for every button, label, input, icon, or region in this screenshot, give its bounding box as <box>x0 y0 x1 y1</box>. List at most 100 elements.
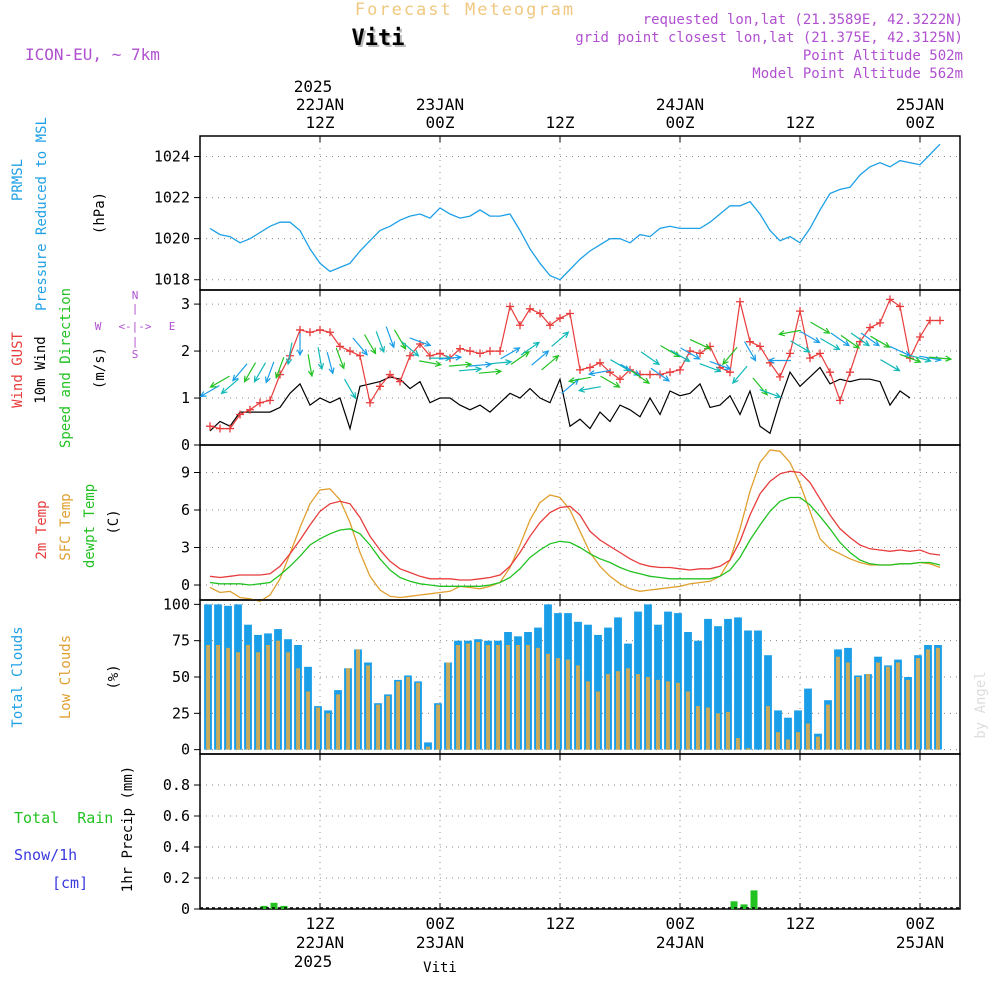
wind-direction-arrow <box>709 360 732 371</box>
low-cloud-bar <box>466 643 470 750</box>
total-clouds-label: Total Clouds <box>10 626 26 727</box>
top-date-label: 24JAN <box>656 95 704 114</box>
wind-direction-arrow <box>335 347 345 370</box>
total-rain-label: Total Rain <box>14 809 113 827</box>
low-cloud-bar <box>486 645 490 750</box>
low-cloud-bar <box>696 706 700 750</box>
gust-marker <box>406 351 414 360</box>
wind-direction-arrow <box>326 352 335 375</box>
gust-marker <box>866 323 874 332</box>
low-cloud-bar <box>526 645 530 750</box>
low-cloud-bar <box>566 659 570 750</box>
low-cloud-bar <box>266 645 270 750</box>
low-cloud-bar <box>306 691 310 750</box>
wind-direction-arrow <box>401 341 420 357</box>
temp-unit: (C) <box>106 509 122 534</box>
y-tick-label: 2 <box>181 342 190 360</box>
gust-marker <box>536 309 544 318</box>
snow-unit-label: [cm] <box>52 874 88 892</box>
wind-direction-arrow <box>352 337 368 356</box>
wind-direction-arrow <box>928 355 953 362</box>
low-cloud-bar <box>816 736 820 750</box>
wind-gust-label: Wind GUST <box>10 332 26 408</box>
gust-marker <box>696 349 704 358</box>
gust-marker <box>506 302 514 311</box>
temp-2m-label: 2m Temp <box>34 500 50 559</box>
gust-marker <box>496 347 504 356</box>
low-cloud-bar <box>356 649 360 750</box>
low-cloud-bar <box>296 668 300 750</box>
low-cloud-bar <box>536 647 540 750</box>
total-cloud-bar <box>664 611 672 750</box>
low-cloud-bar <box>326 713 330 750</box>
wind-direction-arrow <box>722 346 738 366</box>
bottom-hour-label: 12Z <box>546 914 575 933</box>
bottom-year-label: 2025 <box>294 952 333 971</box>
total-cloud-bar <box>754 630 762 750</box>
total-cloud-bar <box>744 630 752 750</box>
gust-marker <box>586 363 594 372</box>
y-tick-label: 1 <box>181 389 190 407</box>
wind-direction-arrow <box>393 329 407 350</box>
gust-marker <box>436 349 444 358</box>
low-cloud-bar <box>346 668 350 750</box>
wind-direction-arrow <box>630 370 651 385</box>
wind-direction-arrow <box>840 334 861 349</box>
clouds-panel: Total Clouds Low Clouds (%) 0 25 50 75 100 <box>10 595 961 759</box>
gust-marker <box>596 358 604 367</box>
wind-speed-line <box>209 366 911 435</box>
wind-unit: (m/s) <box>92 347 108 389</box>
model-name: ICON-EU, ~ 7km <box>25 45 160 64</box>
point-altitude: Point Altitude 502m <box>803 48 963 64</box>
low-cloud-bar <box>596 691 600 750</box>
rain-bar <box>740 904 748 909</box>
wind-direction-arrow <box>640 351 661 366</box>
low-cloud-bar <box>456 645 460 750</box>
y-tick-label: 0 <box>181 436 190 454</box>
low-cloud-bar <box>716 713 720 750</box>
compass-s: S <box>132 348 139 361</box>
low-cloud-bar <box>556 658 560 750</box>
gust-marker <box>736 297 744 306</box>
bottom-hour-label: 00Z <box>426 914 455 933</box>
total-cloud-bar <box>804 688 812 750</box>
wind-direction-arrow <box>777 329 801 337</box>
gust-marker <box>396 377 404 386</box>
low-cloud-bar <box>206 645 210 750</box>
low-cloud-bar <box>896 662 900 750</box>
compass-bottom-bar: | <box>132 335 139 348</box>
low-cloud-bar <box>916 658 920 750</box>
wind-direction-arrow <box>620 363 641 376</box>
compass-n: N <box>132 289 139 302</box>
low-cloud-bar <box>606 674 610 750</box>
low-cloud-bar <box>686 691 690 750</box>
wind-direction-arrow <box>468 361 493 368</box>
gust-marker <box>836 396 844 405</box>
model-altitude: Model Point Altitude 562m <box>752 66 963 82</box>
low-cloud-bar <box>766 706 770 750</box>
wind-direction-arrow <box>860 332 881 347</box>
top-hour-label: 12Z <box>306 113 335 132</box>
gust-marker <box>566 309 574 318</box>
total-cloud-bar <box>704 618 712 750</box>
gust-marker <box>846 368 854 377</box>
rain-bar <box>270 902 278 909</box>
low-cloud-bar <box>586 681 590 750</box>
low-cloud-bar <box>256 652 260 750</box>
low-cloud-bar <box>806 723 810 750</box>
wind-direction-arrow <box>296 333 304 357</box>
total-cloud-bar <box>714 626 722 750</box>
low-cloud-bar <box>286 652 290 750</box>
bottom-hour-label: 00Z <box>666 914 695 933</box>
wind-direction-arrow <box>909 354 932 363</box>
wind-direction-arrow <box>232 363 248 382</box>
y-tick-label: 0 <box>181 576 190 594</box>
wind-direction-arrow <box>478 368 503 375</box>
low-clouds-label: Low Clouds <box>58 635 74 719</box>
compass-top-bar: | <box>132 302 139 315</box>
wind-direction-arrow <box>689 338 712 350</box>
precip-panel: Total Rain Snow/1h [cm] 1hr Precip (mm) … <box>14 753 961 918</box>
total-cloud-bar <box>724 618 732 750</box>
y-tick-label: 1024 <box>154 148 190 166</box>
